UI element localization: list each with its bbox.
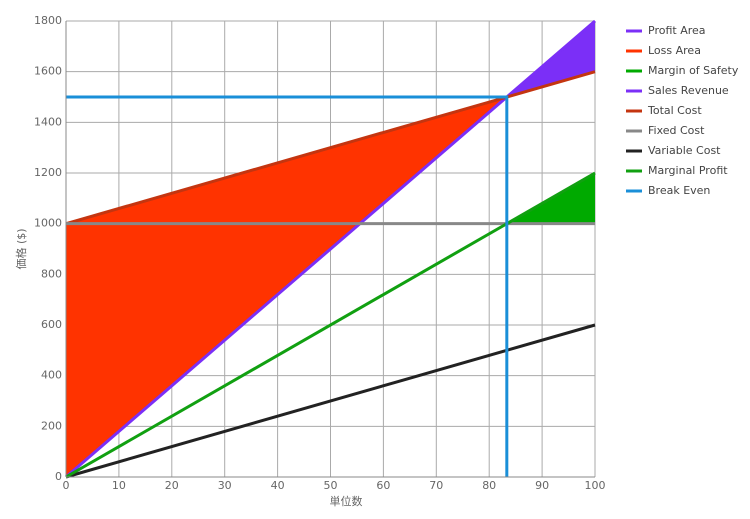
y-tick-label: 1800 [34, 14, 62, 27]
x-tick-label: 60 [376, 479, 390, 492]
legend-label: Profit Area [648, 24, 706, 37]
x-tick-label: 40 [271, 479, 285, 492]
y-tick-label: 200 [41, 419, 62, 432]
x-tick-label: 80 [482, 479, 496, 492]
x-tick-label: 70 [429, 479, 443, 492]
y-tick-label: 1600 [34, 65, 62, 78]
x-axis-label: 単位数 [330, 494, 363, 508]
x-tick-label: 30 [218, 479, 232, 492]
y-tick-label: 1200 [34, 166, 62, 179]
x-tick-label: 100 [585, 479, 606, 492]
y-tick-label: 400 [41, 369, 62, 382]
legend-label: Sales Revenue [648, 84, 729, 97]
legend-label: Margin of Safety [648, 64, 739, 77]
legend-label: Total Cost [647, 104, 702, 117]
x-tick-label: 10 [112, 479, 126, 492]
line [66, 95, 509, 477]
y-tick-label: 0 [55, 470, 62, 483]
y-tick-label: 1400 [34, 115, 62, 128]
x-tick-label: 90 [535, 479, 549, 492]
y-tick-label: 600 [41, 318, 62, 331]
y-tick-label: 800 [41, 267, 62, 280]
x-tick-label: 20 [165, 479, 179, 492]
legend-label: Fixed Cost [648, 124, 705, 137]
x-tick-label: 0 [63, 479, 70, 492]
y-axis-label: 価格 ($) [14, 228, 28, 269]
legend: Profit Area Loss Area Margin of Safety Sale… [626, 24, 739, 197]
legend-label: Variable Cost [648, 144, 721, 157]
legend-label: Loss Area [648, 44, 701, 57]
y-tick-label: 1000 [34, 217, 62, 230]
legend-label: Break Even [648, 184, 710, 197]
legend-label: Marginal Profit [648, 164, 728, 177]
x-tick-label: 50 [324, 479, 338, 492]
